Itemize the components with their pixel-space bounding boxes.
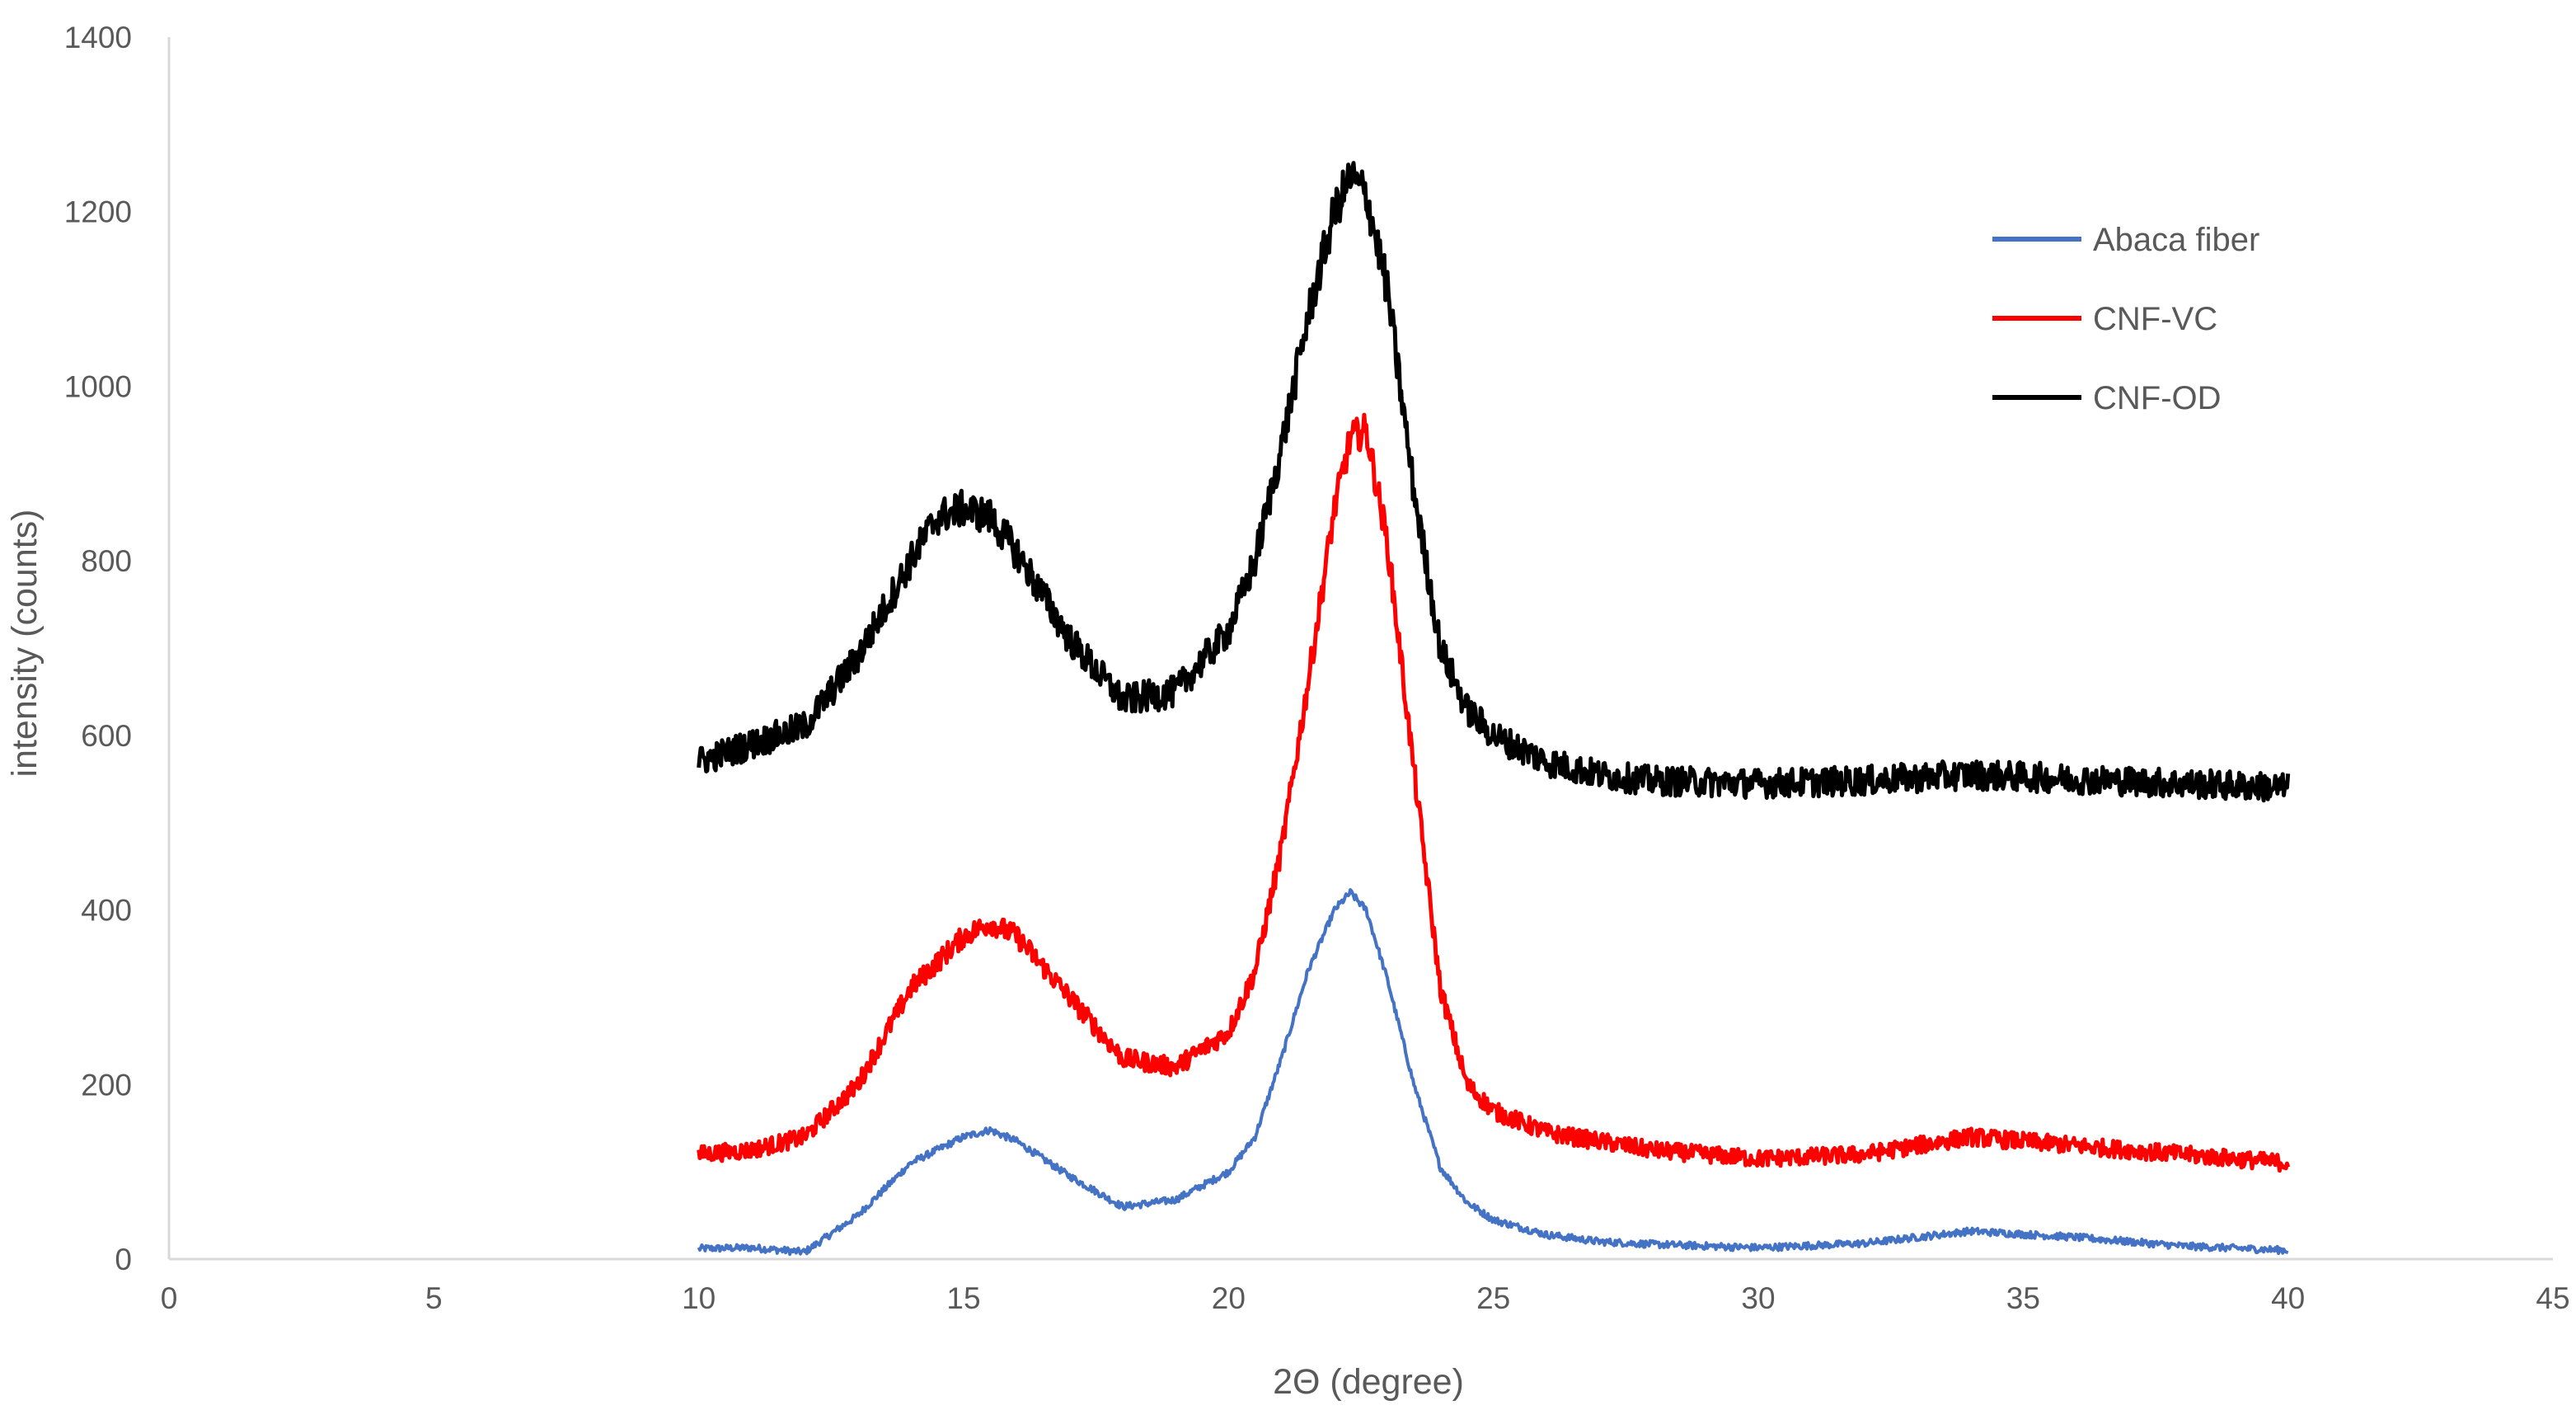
x-tick-label: 20 bbox=[1212, 1281, 1246, 1315]
legend: Abaca fiber CNF-VC CNF-OD bbox=[1992, 222, 2259, 416]
legend-label: CNF-VC bbox=[2093, 301, 2217, 337]
x-tick-label: 0 bbox=[161, 1281, 178, 1315]
series-line-2 bbox=[697, 161, 2291, 803]
y-axis-title: intensity (counts) bbox=[5, 509, 45, 777]
x-tick-label: 5 bbox=[425, 1281, 443, 1315]
x-tick-label: 40 bbox=[2271, 1281, 2305, 1315]
x-tick-label: 35 bbox=[2006, 1281, 2040, 1315]
legend-label: Abaca fiber bbox=[2093, 222, 2259, 258]
series-layer bbox=[697, 161, 2291, 1257]
series-line-0 bbox=[697, 888, 2289, 1257]
series-line-1 bbox=[697, 412, 2291, 1173]
x-tick-label: 30 bbox=[1741, 1281, 1775, 1315]
y-tick-label: 200 bbox=[81, 1068, 132, 1102]
x-tick-label: 10 bbox=[682, 1281, 716, 1315]
y-tick-label: 1200 bbox=[64, 195, 132, 229]
axes-layer: 0 5 10 15 20 25 30 35 40 45 0 200 400 600 800 1000 1200 1… bbox=[64, 21, 2570, 1315]
y-tick-label: 800 bbox=[81, 544, 132, 578]
y-tick-label: 600 bbox=[81, 719, 132, 753]
x-tick-label: 15 bbox=[946, 1281, 980, 1315]
y-tick-label: 0 bbox=[115, 1243, 132, 1276]
y-tick-label: 400 bbox=[81, 894, 132, 928]
y-tick-label: 1400 bbox=[64, 21, 132, 54]
x-axis-title: 2Θ (degree) bbox=[1273, 1362, 1464, 1402]
legend-label: CNF-OD bbox=[2093, 380, 2222, 416]
x-tick-label: 25 bbox=[1476, 1281, 1510, 1315]
x-tick-label: 45 bbox=[2536, 1281, 2569, 1315]
y-tick-label: 1000 bbox=[64, 369, 132, 403]
